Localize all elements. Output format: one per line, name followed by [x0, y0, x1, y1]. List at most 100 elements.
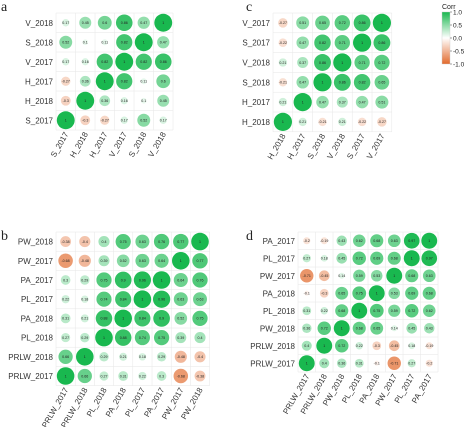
corr-value-label: -0.3 — [321, 292, 327, 296]
corr-circle — [354, 54, 370, 71]
corr-value-label: 0.96 — [139, 278, 146, 282]
corr-circle — [335, 286, 349, 300]
corr-circle — [120, 116, 128, 124]
corr-value-label: 1 — [323, 344, 325, 348]
corr-value-label: 0.52 — [62, 41, 69, 45]
corr-circle — [140, 97, 147, 104]
corr-circle — [173, 368, 189, 384]
corr-value-label: 0.47 — [140, 21, 147, 25]
corr-value-label: 0.9 — [159, 317, 164, 321]
corr-circle — [314, 54, 331, 71]
corr-circle — [278, 97, 288, 107]
corr-circle — [293, 93, 312, 112]
corr-circle — [98, 236, 110, 248]
corr-circle — [403, 250, 420, 267]
corr-circle — [156, 74, 171, 89]
y-tick-label: V_2017 — [242, 19, 270, 28]
corr-value-label: 0.27 — [101, 374, 108, 378]
corr-value-label: 0.31 — [356, 362, 363, 366]
corr-circle — [140, 78, 147, 85]
corr-value-label: 0.65 — [378, 81, 385, 85]
legend-colorbar — [441, 11, 451, 65]
corr-value-label: 0.18 — [408, 344, 415, 348]
corr-circle — [300, 269, 314, 283]
corr-circle — [352, 251, 366, 265]
corr-value-label: -0.38 — [61, 240, 69, 244]
corr-circle — [194, 370, 206, 382]
corr-value-label: 1 — [104, 80, 106, 84]
corr-circle — [120, 97, 128, 105]
corr-value-label: 0.66 — [62, 355, 69, 359]
corr-value-label: -0.2 — [426, 362, 432, 366]
corr-circle — [335, 339, 349, 353]
panel-d-grid: PA_2017 PL_2017 PW_2017 PA_2018 PL_2018 PW_20… — [250, 231, 439, 416]
corr-value-label: -0.71 — [390, 362, 398, 366]
corr-value-label: 0.64 — [158, 259, 165, 263]
corr-value-label: 0.77 — [197, 259, 204, 263]
corr-circle — [99, 371, 109, 381]
corr-circle — [370, 269, 383, 282]
corr-value-label: 0.29 — [101, 355, 108, 359]
corr-value-label: 0.39 — [177, 336, 184, 340]
corr-circle — [313, 73, 332, 92]
corr-value-label: 1 — [322, 81, 324, 85]
corr-value-label: 0.68 — [338, 309, 345, 313]
corr-value-label: 0.29 — [81, 278, 88, 282]
corr-circle — [79, 75, 91, 87]
corr-circle — [81, 58, 89, 66]
y-tick-label: V_2018 — [25, 19, 53, 28]
corr-circle — [425, 359, 433, 367]
corr-circle — [370, 321, 384, 335]
corr-value-label: 0.97 — [408, 239, 415, 243]
corr-circle — [374, 74, 390, 90]
corr-circle — [61, 76, 71, 86]
corr-value-label: 0.82 — [359, 81, 366, 85]
corr-circle — [115, 52, 134, 71]
corr-circle — [194, 351, 206, 363]
corr-circle — [114, 329, 132, 346]
corr-circle — [278, 58, 288, 67]
corr-circle — [320, 254, 328, 262]
corr-value-label: 0.76 — [158, 240, 165, 244]
corr-value-label: 1 — [376, 292, 378, 296]
corr-circle — [298, 117, 307, 127]
corr-circle — [115, 14, 133, 32]
corr-value-label: 0.1 — [141, 99, 146, 103]
corr-value-label: 0.68 — [356, 327, 363, 331]
corr-circle — [96, 53, 113, 70]
corr-circle — [97, 15, 112, 30]
corr-value-label: 0.65 — [319, 21, 326, 25]
corr-circle — [115, 291, 132, 308]
corr-value-label: 0.29 — [158, 355, 165, 359]
corr-circle — [100, 115, 110, 125]
corr-value-label: 0.1 — [83, 41, 88, 45]
y-tick-label: PL_2017 — [21, 295, 54, 304]
corr-value-label: 0.45 — [338, 257, 345, 261]
corr-circle — [316, 95, 329, 109]
corr-circle — [387, 234, 401, 248]
corr-circle — [372, 341, 382, 351]
corr-circle — [154, 13, 173, 32]
corr-circle — [320, 307, 328, 315]
corr-value-label: 1 — [302, 100, 304, 104]
corr-circle — [298, 355, 315, 372]
corr-value-label: 0.96 — [158, 298, 165, 302]
panel-b-label: b — [1, 229, 8, 244]
corr-value-label: 0.22 — [62, 298, 69, 302]
corr-circle — [301, 323, 312, 334]
corr-value-label: 0.16 — [82, 60, 89, 64]
corr-circle — [303, 237, 311, 245]
corr-circle — [422, 269, 436, 283]
corr-value-label: 0.4 — [304, 344, 309, 348]
corr-circle — [334, 15, 351, 31]
corr-circle — [60, 275, 71, 285]
corr-value-label: 0.72 — [338, 344, 345, 348]
legend-tick-label: -1.0 — [453, 61, 465, 68]
corr-value-label: 0.21 — [120, 355, 127, 359]
corr-circle — [320, 237, 328, 245]
corr-circle — [405, 269, 419, 283]
corr-circle — [76, 348, 94, 366]
corr-circle — [96, 291, 112, 307]
corr-circle — [336, 252, 348, 264]
corr-circle — [373, 34, 391, 52]
